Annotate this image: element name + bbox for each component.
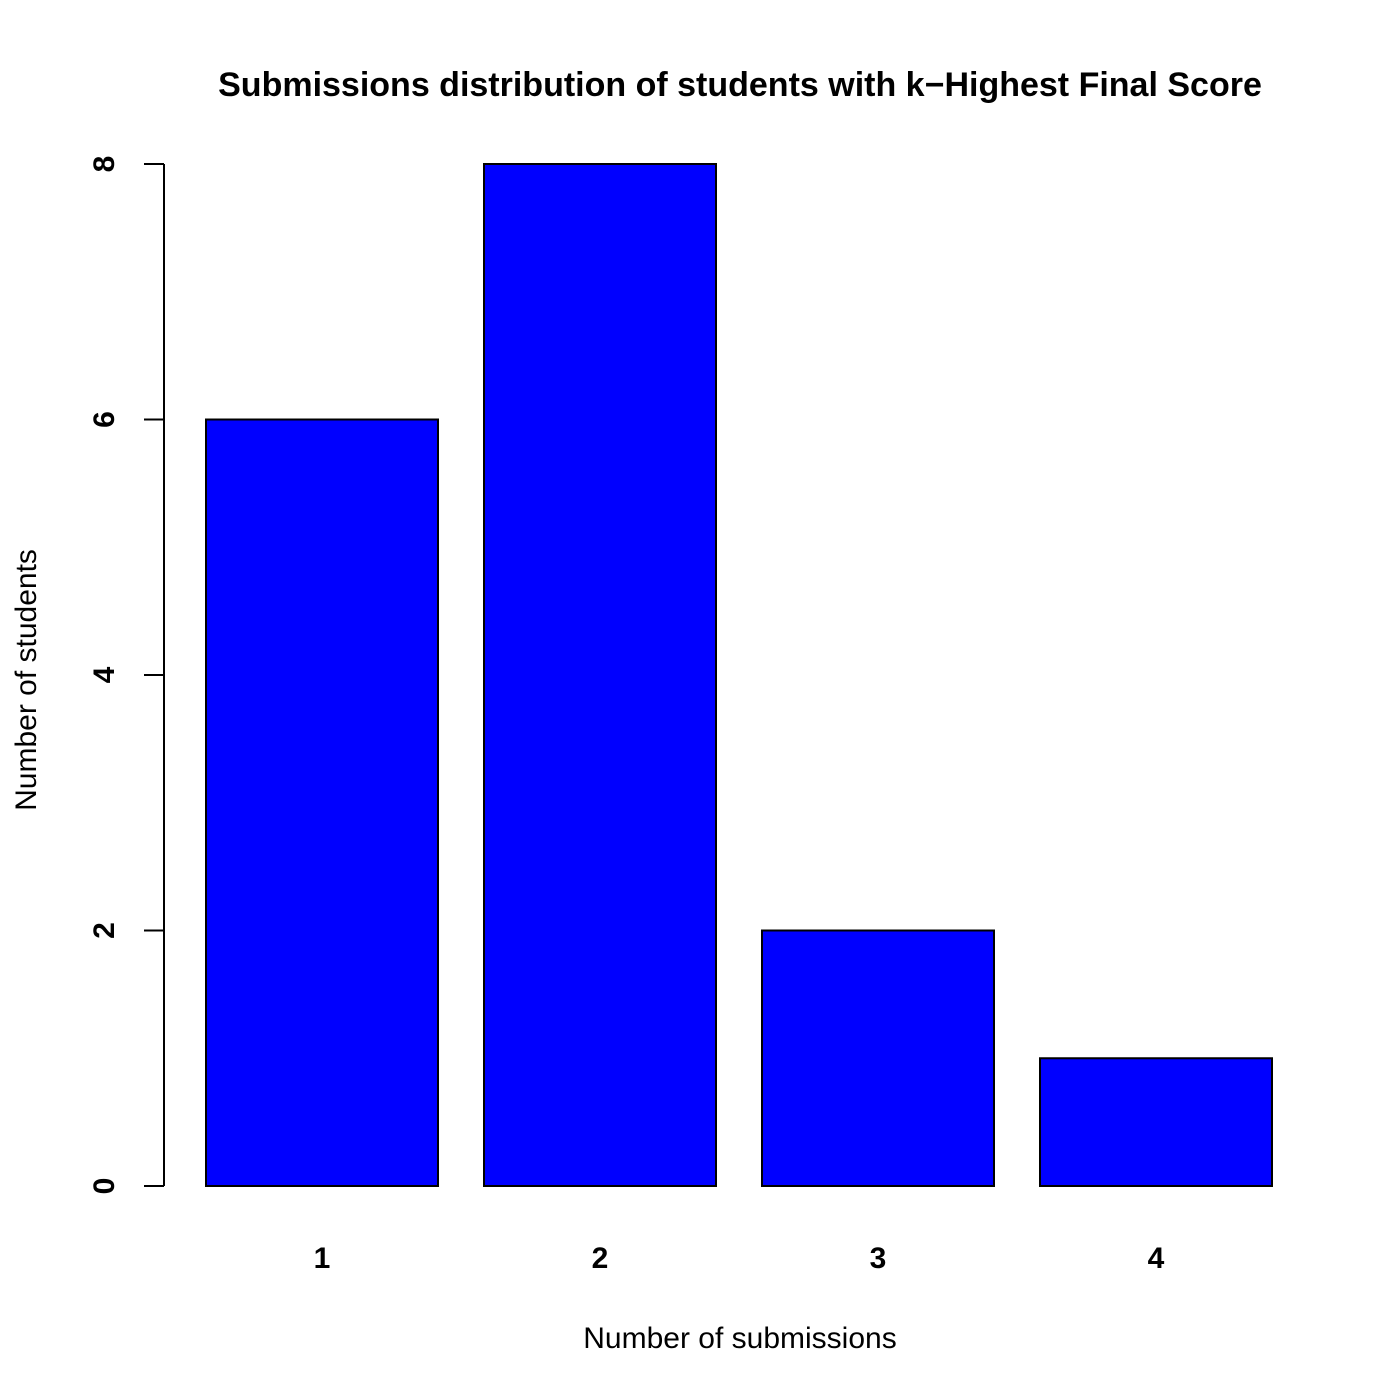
y-tick-label: 0 xyxy=(88,1178,121,1195)
x-tick-label: 2 xyxy=(592,1242,609,1275)
y-axis-label: Number of students xyxy=(10,549,43,811)
bar-3 xyxy=(761,929,995,1187)
chart-title: Submissions distribution of students wit… xyxy=(218,66,1262,104)
y-tick-label: 8 xyxy=(88,156,121,173)
bars-group xyxy=(205,163,1273,1187)
x-axis-label: Number of submissions xyxy=(583,1322,896,1355)
y-axis: 0 2 4 6 8 xyxy=(88,156,165,1195)
y-tick-label: 2 xyxy=(88,922,121,939)
bar-1 xyxy=(205,418,439,1187)
x-tick-label: 1 xyxy=(314,1242,331,1275)
x-tick-labels: 1 2 3 4 xyxy=(314,1242,1165,1275)
bar-2 xyxy=(483,163,717,1187)
bar-4 xyxy=(1039,1057,1273,1187)
x-tick-label: 3 xyxy=(870,1242,887,1275)
x-tick-label: 4 xyxy=(1148,1242,1165,1275)
y-tick-label: 6 xyxy=(88,411,121,428)
y-tick-label: 4 xyxy=(88,666,121,683)
